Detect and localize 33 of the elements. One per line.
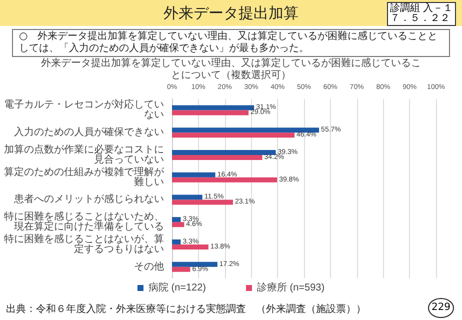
bar [172,244,208,250]
y-tick-label: 入力のための人員が確保できない [14,126,164,138]
y-tick-label: 電子カルテ・レセコンが対応していない [4,98,164,121]
legend-label: 診療所 (n=593) [257,282,325,294]
bar [172,266,190,272]
bar [172,222,184,228]
text: ○ 外来データ提出加算を算定していない理由、又は算定しているが困難に感じていることとしては、「入力のための人員が確保できない」が最も多かった。 [12,29,450,57]
bar [172,262,218,267]
legend-label: 病院 (n=122) [148,282,206,294]
bar [172,105,254,110]
bar [172,177,278,182]
y-tick-label: 特に困難を感じることはないが、算定するつもりはない [4,232,164,255]
y-tick-label: 特に困難を感じることはないため、現在算定に向けた準備をしている [4,210,164,233]
bar [172,128,320,133]
bar [172,150,276,155]
y-tick-label: 患者へのメリットが感じられない [13,193,164,206]
chart-subtitle: 外来データ提出加算を算定していない理由、又は算定しているが困難に感じていることについて（複数選択可） [40,58,422,82]
text: ７．５．２２ [390,13,451,24]
bar [172,132,294,138]
chart-title: 外来データ提出加算 [164,4,298,22]
y-tick-label: 加算の点数が作業に必要なコストに見合っていない [4,143,164,166]
y-tick-label: その他 [134,260,164,272]
bar [172,239,181,244]
bar [172,172,216,178]
bar [172,217,181,222]
y-tick-label: 算定のための仕組みが複雑で理解が難しい [4,166,165,188]
bar [172,110,249,116]
bar [172,200,233,205]
source-note: 出典：令和６年度入院・外来医療等における実態調査 （外来調査（施設票）） [6,302,366,316]
bar [172,194,202,200]
text: 229 [428,298,454,318]
text: 診調組 入－１ [390,3,453,14]
bar [172,154,262,160]
